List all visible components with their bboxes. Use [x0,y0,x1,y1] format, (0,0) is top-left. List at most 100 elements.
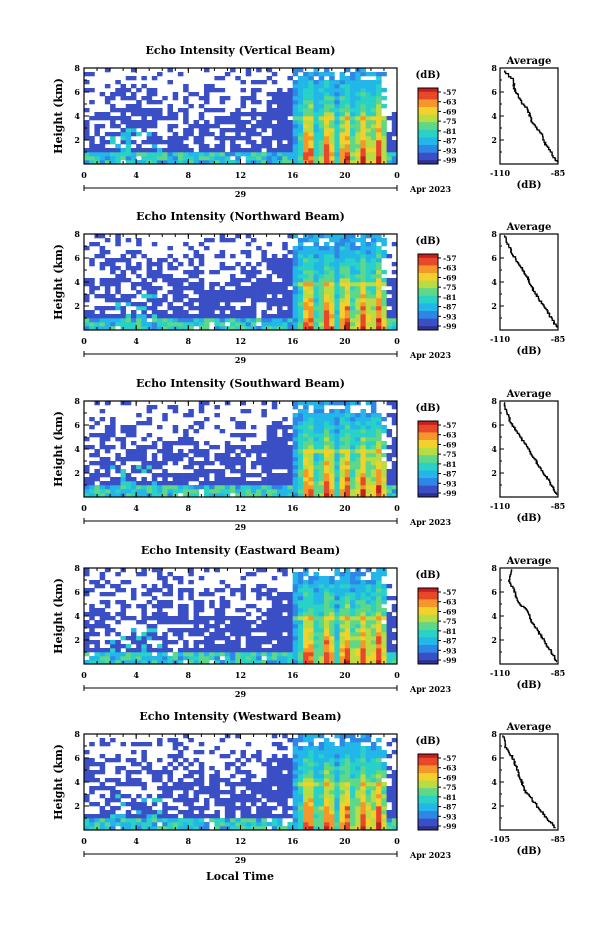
heatmap-cell [370,576,377,581]
heatmap-cell [136,108,142,113]
heatmap-cell [99,282,106,287]
heatmap-cell [308,624,314,629]
heatmap-cell [110,318,116,323]
heatmap-cell [130,266,137,271]
heatmap-cell [99,457,106,462]
heatmap-cell [292,116,299,121]
colorbar-segment [418,314,438,317]
heatmap-cell [99,409,106,414]
heatmap-cell [297,128,304,133]
colorbar-tick-label: -69 [443,273,457,282]
heatmap-cell [313,632,320,637]
heatmap-cell [287,477,293,482]
heatmap-cell [370,473,377,478]
heatmap-cell [323,465,330,470]
heatmap-cell [120,148,127,153]
heatmap-cell [329,596,335,601]
heatmap-cell [266,612,273,617]
heatmap-cell [350,274,356,279]
heatmap-cell [219,493,226,498]
heatmap-cell [235,298,241,303]
heatmap-cell [193,322,200,327]
heatmap-cell [167,274,173,279]
heatmap-cell [167,794,173,799]
heatmap-cell [203,790,210,795]
heatmap-cell [282,274,288,279]
heatmap-cell [219,116,226,121]
heatmap-cell [381,481,387,486]
heatmap-cell [89,156,95,161]
heatmap-cell [230,822,236,827]
heatmap-cell [297,116,304,121]
heatmap-cell [365,266,372,271]
heatmap-cell [84,156,90,161]
heatmap-cell [151,477,158,482]
heatmap-cell [370,254,377,259]
heatmap-cell [177,314,184,319]
heatmap-cell [104,84,111,89]
heatmap-cell [323,124,330,129]
heatmap-cell [329,306,335,311]
heatmap-cell [381,136,387,141]
colorbar-segment [418,141,438,144]
heatmap-cell [303,457,309,462]
heatmap-cell [370,108,377,113]
heatmap-cell [308,84,314,89]
heatmap-cell [162,473,168,478]
heatmap-cell [282,270,288,275]
heatmap-cell [172,314,179,319]
heatmap-cell [183,620,189,625]
heatmap-cell [261,628,267,633]
heatmap-cell [391,604,398,609]
heatmap-cell [89,822,95,827]
heatmap-cell [282,568,288,573]
heatmap-cell [162,140,168,145]
heatmap-cell [104,489,111,494]
heatmap-cell [146,314,153,319]
heatmap-cell [355,453,361,458]
heatmap-cell [313,660,320,665]
colorbar-segment [418,292,438,295]
heatmap-cell [104,814,111,819]
heatmap-cell [146,282,153,287]
heatmap-cell [136,274,142,279]
heatmap-cell [104,612,111,617]
heatmap-cell [214,612,220,617]
heatmap-cell [172,461,179,466]
heatmap-cell [313,112,320,117]
heatmap-cell [209,160,215,165]
heatmap-cell [376,104,382,109]
heatmap-cell [350,660,356,665]
heatmap-cell [297,417,304,422]
heatmap-cell [376,580,382,585]
heatmap-cell [136,306,142,311]
heatmap-cell [162,160,168,165]
heatmap-cell [120,96,127,101]
heatmap-cell [125,144,132,149]
colorbar-segment [418,476,438,479]
heatmap-cell [339,156,346,161]
heatmap-cell [313,238,320,243]
heatmap-cell [188,246,194,251]
heatmap-cell [104,96,111,101]
heatmap-cell [329,429,335,434]
heatmap-cell [329,445,335,450]
heatmap-cell [120,310,127,315]
heatmap-cell [177,794,184,799]
heatmap-cell [261,652,267,657]
heatmap-cell [110,433,116,438]
heatmap-cell [167,648,173,653]
heatmap-cell [391,326,398,331]
heatmap-cell [282,120,288,125]
heatmap-cell [84,465,90,470]
heatmap-cell [157,738,163,743]
heatmap-cell [313,72,320,77]
heatmap-cell [334,152,340,157]
heatmap-cell [214,152,220,157]
heatmap-cell [235,421,241,426]
heatmap-cell [203,481,210,486]
heatmap-cell [115,770,121,775]
heatmap-cell [162,806,168,811]
heatmap-cell [329,318,335,323]
heatmap-cell [334,656,340,661]
